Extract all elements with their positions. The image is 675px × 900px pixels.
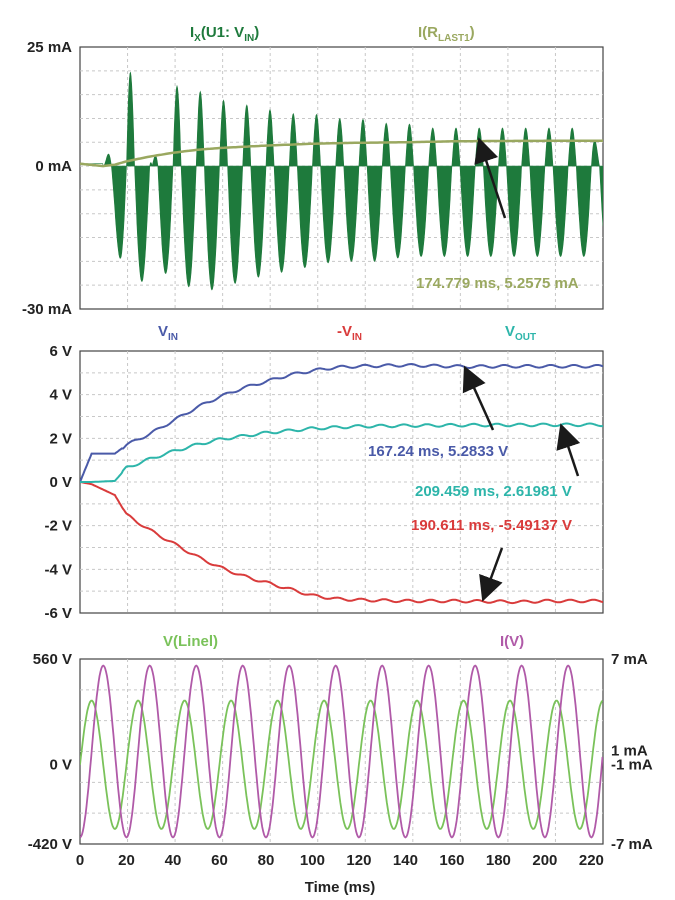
- x-tick-label: 180: [486, 852, 511, 869]
- title-ix: IX(U1: VIN): [190, 24, 259, 44]
- x-tick-label: 80: [258, 852, 275, 869]
- title-rlast-sub: LAST1: [438, 33, 470, 44]
- y-tick-label: 2 V: [49, 430, 72, 447]
- series-line-0: [80, 362, 603, 483]
- legend-vin: VIN: [158, 323, 178, 343]
- line-panel: 560 V 0 V -420 V 7 mA 1 mA-1 mA -7 mA 0 20 40 6…: [28, 633, 653, 896]
- x-tick-label: 60: [211, 852, 228, 869]
- grid: [80, 47, 603, 309]
- legend-vout: VOUT: [505, 323, 536, 343]
- y-tick-label: 0 V: [49, 474, 72, 491]
- legend-neg-vin: -VIN: [337, 323, 362, 343]
- x-tick-label: 0: [76, 852, 84, 869]
- annotation-neg-vin: 190.611 ms, -5.49137 V: [411, 517, 572, 534]
- voltage-panel: 6 V4 V2 V0 V-2 V-4 V-6 V VIN -VIN VOUT 1…: [44, 323, 604, 622]
- y-tick-label: 6 V: [49, 343, 72, 360]
- y-tick-label: 0 V: [49, 757, 72, 774]
- series-i-line: [80, 664, 603, 839]
- legend-i-v: I(V): [500, 633, 524, 650]
- x-tick-label: 40: [165, 852, 182, 869]
- right-tick-label: 1 mA: [611, 743, 648, 760]
- x-tick-label: 20: [118, 852, 135, 869]
- y-tick-label: -420 V: [28, 836, 72, 853]
- x-tick-label: 200: [532, 852, 557, 869]
- y-tick-label: 0 mA: [35, 158, 72, 175]
- title-rlast-main: I(R: [418, 24, 438, 41]
- y-tick-label: 4 V: [49, 387, 72, 404]
- right-tick-label: 7 mA: [611, 651, 648, 668]
- y-tick-labels: 6 V 4 V 2 V 0 V -2 V -4 V -6 V: [44, 343, 72, 622]
- series-line-2: [80, 422, 603, 483]
- annotation-rlast: 174.779 ms, 5.2575 mA: [416, 275, 579, 292]
- annotation-arrow-vout: [556, 423, 581, 477]
- annotation-arrow-rlast: [474, 137, 507, 219]
- title-ix-end: ): [254, 24, 259, 41]
- series-line-1: [80, 481, 603, 605]
- grid: [80, 351, 603, 613]
- title-ix-mid: (U1: V: [201, 24, 244, 41]
- x-tick-label: 100: [300, 852, 325, 869]
- title-ix-sub2: IN: [244, 33, 254, 44]
- y-tick-label: -30 mA: [22, 301, 72, 318]
- y-tick-label: -6 V: [44, 605, 72, 622]
- x-tick-label: 220: [579, 852, 604, 869]
- x-tick-label: 120: [346, 852, 371, 869]
- y-tick-label: 560 V: [33, 651, 72, 668]
- annotation-vin: 167.24 ms, 5.2833 V: [368, 443, 508, 460]
- title-ix-sub1: X: [194, 33, 201, 44]
- x-tick-label: 160: [439, 852, 464, 869]
- series-rlast-line: [80, 139, 603, 168]
- current-panel: 25 mA 0 mA -30 mA IX(U1: VIN) I(RLAST1) 17…: [22, 24, 604, 318]
- right-tick-label: -1 mA: [611, 757, 653, 774]
- y-tick-label: 25 mA: [27, 39, 72, 56]
- y-tick-label: -2 V: [44, 518, 72, 535]
- x-tick-labels: 0 20 40 60 80 100 120 140 160 180 200 220: [76, 852, 604, 869]
- legend-vout-main: V: [505, 323, 515, 340]
- x-tick-label: 140: [393, 852, 418, 869]
- right-y-tick-labels: 7 mA 1 mA-1 mA -7 mA: [611, 651, 653, 853]
- annotation-arrow-vin: [462, 365, 495, 431]
- annotation-arrow-neg-vin: [479, 547, 504, 602]
- legend-v-linel: V(Linel): [163, 633, 218, 650]
- y-tick-label: -4 V: [44, 561, 72, 578]
- legend-neg-vin-main: -V: [337, 323, 352, 340]
- title-rlast-end: ): [470, 24, 475, 41]
- y-tick-labels: 25 mA 0 mA -30 mA: [22, 39, 72, 318]
- legend-neg-vin-sub: IN: [352, 332, 362, 343]
- left-y-tick-labels: 560 V 0 V -420 V: [28, 651, 72, 853]
- series-ix-area: [80, 71, 603, 291]
- annotation-vout: 209.459 ms, 2.61981 V: [415, 483, 572, 500]
- title-rlast: I(RLAST1): [418, 24, 475, 44]
- right-tick-label: -7 mA: [611, 836, 653, 853]
- x-axis-label: Time (ms): [305, 879, 376, 896]
- legend-vin-main: V: [158, 323, 168, 340]
- legend-vout-sub: OUT: [515, 332, 536, 343]
- title-ix-main: I: [190, 24, 194, 41]
- plot-area: [79, 350, 604, 614]
- legend-vin-sub: IN: [168, 332, 178, 343]
- series-lines: [80, 362, 603, 605]
